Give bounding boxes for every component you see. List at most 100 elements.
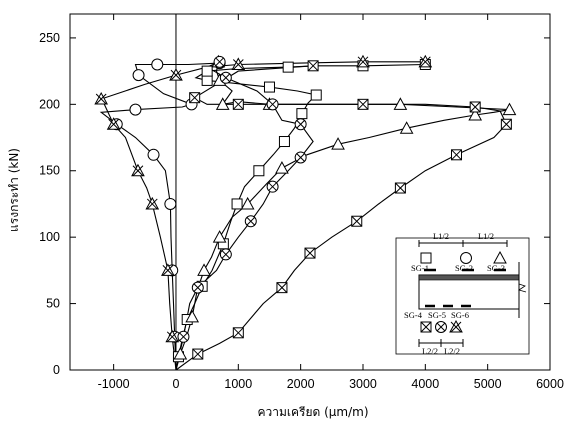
series-line-xtriangle <box>100 61 426 371</box>
data-marker-triangle <box>393 97 408 110</box>
bottom-span-label: L2/2 <box>422 346 438 356</box>
marker-triangle <box>393 97 408 110</box>
marker-cross <box>232 59 244 70</box>
gauge-top-label: SG-1 <box>411 263 429 273</box>
marker-circle <box>147 148 160 161</box>
x-tick-label: 5000 <box>474 377 502 391</box>
marker-triangle <box>240 196 255 210</box>
marker-cross <box>95 93 107 105</box>
marker-triangle <box>493 250 507 264</box>
data-marker-circle <box>460 252 472 264</box>
data-marker-xsquare <box>232 327 244 339</box>
series-line-xcircle <box>175 61 314 371</box>
marker-cross <box>469 101 481 113</box>
marker-triangle <box>212 230 227 243</box>
marker-cross <box>221 250 231 259</box>
data-marker-xcircle <box>177 330 190 343</box>
x-tick-label: 4000 <box>411 377 439 391</box>
data-marker-triangle <box>468 107 483 121</box>
data-marker-xtriangle <box>449 319 463 333</box>
gauge-top-label: SG-2 <box>455 263 473 273</box>
marker-cross <box>193 283 203 292</box>
marker-cross <box>215 57 224 67</box>
marker-cross <box>357 56 369 68</box>
data-marker-triangle <box>215 97 230 110</box>
gauge-bottom-label: SG-5 <box>428 310 446 320</box>
marker-cross <box>357 98 369 110</box>
gauge-top-label: SG-3 <box>487 263 505 273</box>
marker-square <box>282 61 294 73</box>
marker-triangle <box>399 121 414 134</box>
data-marker-xsquare <box>304 247 316 259</box>
data-marker-square <box>201 74 213 86</box>
marker-cross <box>170 69 182 81</box>
data-marker-square <box>263 81 275 93</box>
data-marker-xcircle <box>219 248 232 261</box>
y-tick-label: 250 <box>39 31 60 45</box>
data-marker-xtriangle <box>131 163 145 177</box>
data-marker-square <box>231 198 243 210</box>
data-marker-xtriangle <box>418 54 433 68</box>
y-tick-label: 100 <box>39 230 60 244</box>
marker-circle <box>460 252 472 264</box>
span-label: L1/2 <box>478 231 494 241</box>
marker-cross <box>189 92 201 104</box>
data-marker-xcircle <box>266 180 279 193</box>
marker-triangle <box>173 347 188 360</box>
marker-triangle <box>331 137 345 150</box>
data-marker-circle <box>132 69 145 82</box>
marker-cross <box>296 119 306 129</box>
marker-cross <box>304 247 316 259</box>
data-marker-xtriangle <box>356 54 370 68</box>
marker-triangle <box>197 263 211 276</box>
data-marker-xsquare <box>192 348 204 360</box>
marker-square <box>278 136 290 148</box>
marker-cross <box>166 331 178 343</box>
marker-square <box>201 74 213 86</box>
data-marker-triangle <box>240 196 255 210</box>
marker-cross <box>436 322 446 332</box>
data-marker-square <box>296 108 308 120</box>
data-marker-xtriangle <box>169 68 183 81</box>
series-line-circle <box>99 62 220 371</box>
data-marker-xtriangle <box>94 91 109 105</box>
marker-square <box>253 165 265 177</box>
data-marker-square <box>201 65 213 77</box>
plot-axes: -1000 0 1000 2000 3000 4000 5000 6000 0 50 100 150 2… <box>39 13 564 391</box>
marker-cross <box>276 282 288 293</box>
specimen-inset-diagram: L1/2 L1/2 SG-1 SG-2 SG-3 SG-4 SG-5 SG-6 L2/2 L2/2 <box>395 231 530 356</box>
span-label: L1/2 <box>433 231 449 241</box>
marker-cross <box>268 182 277 192</box>
marker-cross <box>451 149 462 161</box>
marker-cross <box>450 321 462 333</box>
data-marker-xsquare <box>351 215 363 227</box>
plot-frame <box>69 13 551 371</box>
data-marker-circle <box>147 148 160 161</box>
y-axis-title: แรงกระทำ (kN) <box>7 148 21 232</box>
marker-square <box>420 252 432 264</box>
data-marker-xsquare <box>232 98 244 110</box>
series-line-xsquare <box>175 65 508 371</box>
marker-cross <box>162 265 174 276</box>
gauge-bottom-label: SG-6 <box>451 310 469 320</box>
marker-triangle <box>468 107 483 121</box>
specimen-slab <box>418 274 520 310</box>
y-tick-label: 0 <box>53 363 60 377</box>
x-tick-label: 0 <box>172 377 179 391</box>
marker-cross <box>419 56 431 68</box>
plot-marks <box>94 54 517 371</box>
data-marker-xsquare <box>394 182 406 194</box>
marker-cross <box>420 321 432 333</box>
marker-cross <box>351 215 363 227</box>
data-marker-triangle <box>197 263 211 276</box>
data-marker-xsquare <box>469 101 481 113</box>
data-marker-circle <box>151 58 164 71</box>
marker-cross <box>501 118 512 130</box>
marker-circle <box>129 103 142 116</box>
marker-cross <box>146 198 158 210</box>
marker-triangle <box>215 97 230 110</box>
break-symbol <box>518 283 527 293</box>
marker-triangle <box>185 309 200 323</box>
marker-cross <box>132 165 144 177</box>
